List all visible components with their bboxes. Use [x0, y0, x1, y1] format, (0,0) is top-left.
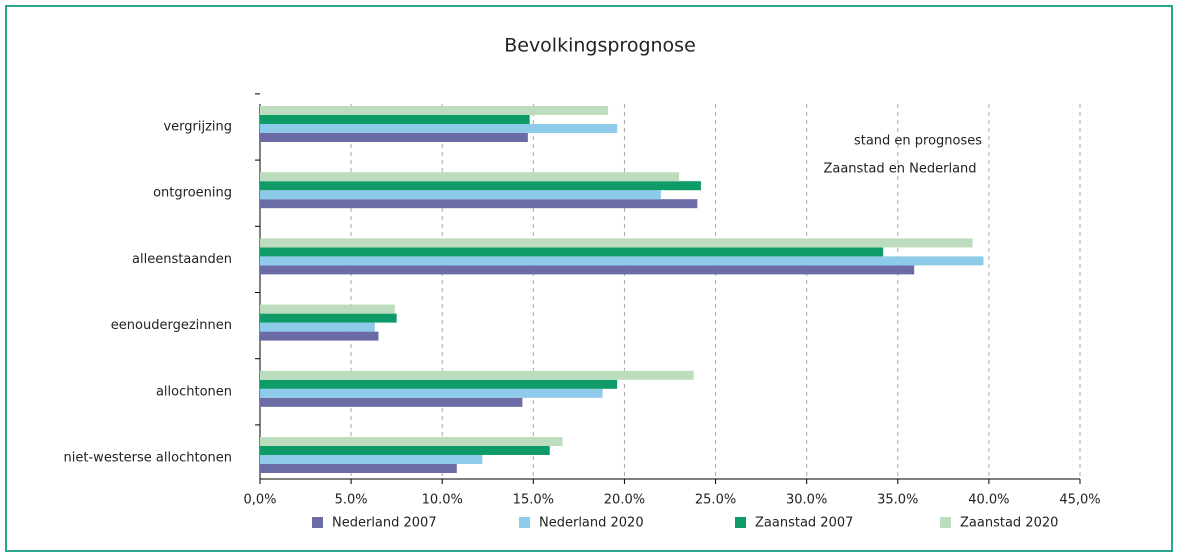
legend-swatch: [312, 517, 323, 528]
bar: [260, 379, 618, 389]
legend-label: Nederland 2020: [539, 516, 644, 531]
bar: [260, 464, 457, 473]
legend-swatch: [735, 517, 746, 528]
y-tick-label: vergrijzing: [163, 120, 232, 135]
x-tick-label: 35.0%: [877, 493, 918, 508]
bar: [260, 190, 661, 200]
y-tick-label: allochtonen: [156, 384, 232, 399]
bar: [260, 124, 618, 133]
bar: [260, 322, 375, 332]
bar: [260, 397, 523, 407]
x-tick-label: 45,0%: [1059, 493, 1100, 508]
y-tick-label: niet-westerse allochtonen: [64, 451, 232, 466]
annotation: Zaanstad en Nederland: [823, 162, 976, 177]
bar: [260, 370, 694, 380]
x-tick-label: 30.0%: [786, 493, 827, 508]
bar: [260, 331, 379, 341]
bar: [260, 265, 915, 275]
bar: [260, 238, 973, 248]
bar: [260, 313, 397, 323]
legend-label: Zaanstad 2007: [755, 516, 853, 531]
y-tick-label: alleenstaanden: [132, 252, 232, 267]
frame: [5, 5, 1173, 552]
x-tick-label: 40.0%: [968, 493, 1009, 508]
bar: [260, 446, 550, 455]
bar: [260, 106, 609, 115]
legend-swatch: [940, 517, 951, 528]
bar: [260, 304, 395, 314]
legend-label: Nederland 2007: [332, 516, 437, 531]
x-tick-label: 25.0%: [695, 493, 736, 508]
y-tick-label: ontgroening: [153, 186, 232, 201]
bar: [260, 256, 984, 266]
bar: [260, 115, 530, 124]
legend-label: Zaanstad 2020: [960, 516, 1058, 531]
x-tick-label: 0,0%: [243, 493, 276, 508]
bar: [260, 247, 884, 257]
annotation: stand en prognoses: [854, 134, 982, 149]
bar: [260, 437, 563, 446]
y-tick-label: eenoudergezinnen: [111, 318, 232, 333]
x-tick-label: 15.0%: [513, 493, 554, 508]
bar: [260, 455, 483, 464]
x-tick-label: 10.0%: [422, 493, 463, 508]
x-tick-label: 5.0%: [335, 493, 368, 508]
legend-swatch: [519, 517, 530, 528]
bar: [260, 172, 680, 182]
x-tick-label: 20.0%: [604, 493, 645, 508]
bar: [260, 388, 603, 398]
bar: [260, 199, 698, 209]
bar: [260, 181, 701, 191]
bar: [260, 133, 528, 142]
chart-title: Bevolkingsprognose: [504, 35, 696, 57]
